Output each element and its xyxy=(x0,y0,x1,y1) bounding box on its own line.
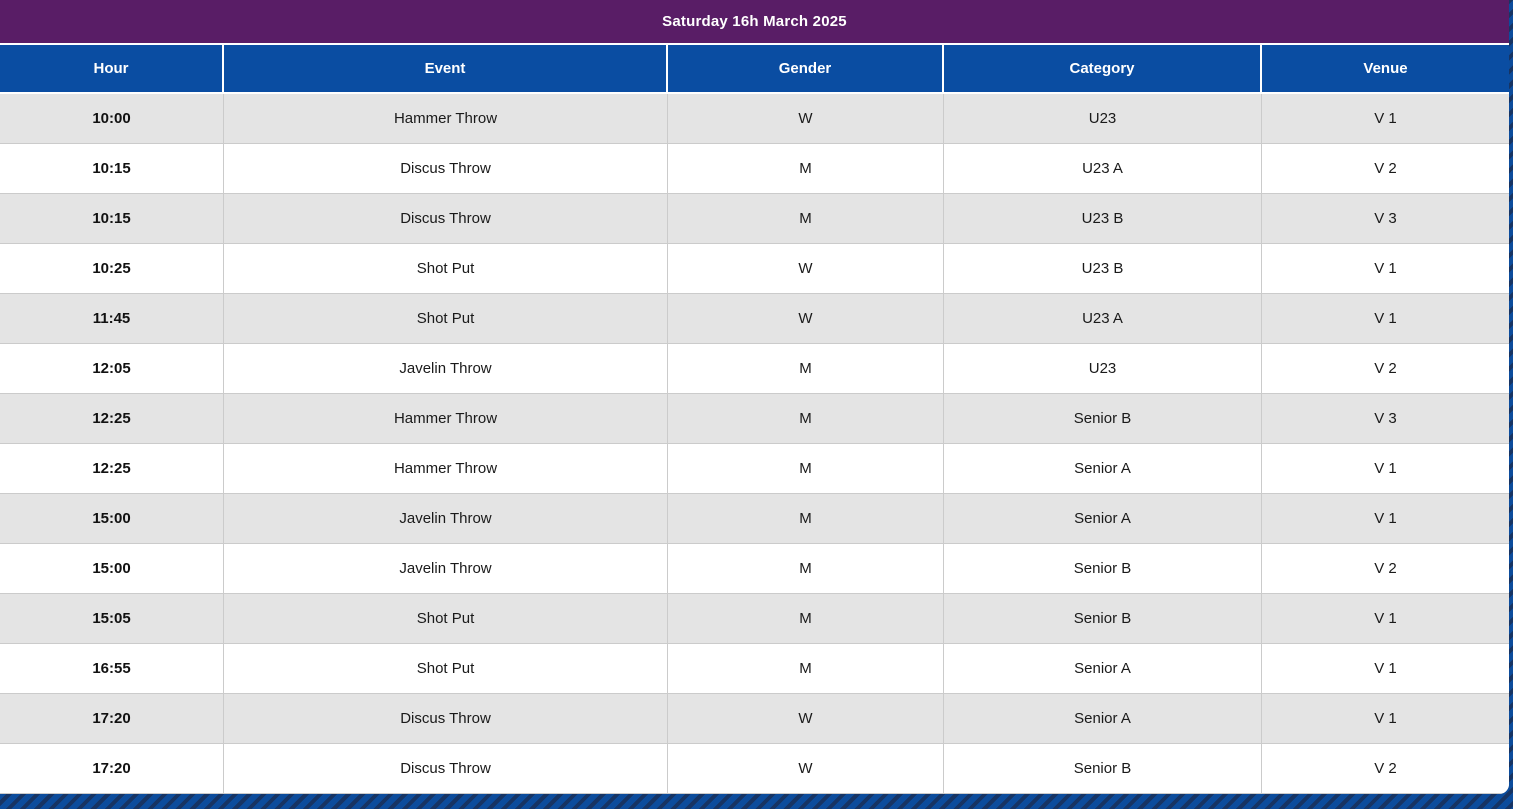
cell-hour: 10:15 xyxy=(0,194,224,244)
cell-category: Senior A xyxy=(944,444,1262,494)
cell-gender: M xyxy=(668,144,944,194)
cell-gender: M xyxy=(668,644,944,694)
cell-event: Shot Put xyxy=(224,294,668,344)
table-row: 10:25 Shot Put W U23 B V 1 xyxy=(0,244,1509,294)
table-row: 10:15 Discus Throw M U23 B V 3 xyxy=(0,194,1509,244)
schedule-title: Saturday 16h March 2025 xyxy=(662,13,847,30)
schedule-title-bar: Saturday 16h March 2025 xyxy=(0,0,1509,43)
cell-category: U23 xyxy=(944,94,1262,144)
cell-category: Senior B xyxy=(944,544,1262,594)
cell-hour: 15:00 xyxy=(0,494,224,544)
cell-gender: M xyxy=(668,494,944,544)
cell-gender: W xyxy=(668,744,944,794)
cell-venue: V 1 xyxy=(1262,594,1509,644)
table-row: 11:45 Shot Put W U23 A V 1 xyxy=(0,294,1509,344)
cell-category: U23 A xyxy=(944,144,1262,194)
table-row: 15:00 Javelin Throw M Senior B V 2 xyxy=(0,544,1509,594)
column-header-venue: Venue xyxy=(1262,43,1509,94)
cell-gender: W xyxy=(668,694,944,744)
cell-venue: V 2 xyxy=(1262,544,1509,594)
schedule-table: Hour Event Gender Category Venue 10:00 H… xyxy=(0,43,1509,794)
column-header-hour: Hour xyxy=(0,43,224,94)
cell-venue: V 1 xyxy=(1262,94,1509,144)
cell-gender: W xyxy=(668,244,944,294)
schedule-table-wrap: Hour Event Gender Category Venue 10:00 H… xyxy=(0,43,1509,794)
cell-event: Discus Throw xyxy=(224,744,668,794)
cell-event: Shot Put xyxy=(224,644,668,694)
cell-event: Shot Put xyxy=(224,594,668,644)
cell-hour: 12:05 xyxy=(0,344,224,394)
cell-event: Discus Throw xyxy=(224,144,668,194)
cell-event: Javelin Throw xyxy=(224,344,668,394)
cell-event: Hammer Throw xyxy=(224,94,668,144)
cell-event: Javelin Throw xyxy=(224,544,668,594)
cell-gender: W xyxy=(668,294,944,344)
cell-category: U23 B xyxy=(944,244,1262,294)
cell-hour: 10:00 xyxy=(0,94,224,144)
cell-gender: M xyxy=(668,594,944,644)
cell-venue: V 1 xyxy=(1262,294,1509,344)
cell-category: Senior B xyxy=(944,594,1262,644)
cell-category: Senior B xyxy=(944,394,1262,444)
table-row: 17:20 Discus Throw W Senior B V 2 xyxy=(0,744,1509,794)
cell-venue: V 1 xyxy=(1262,444,1509,494)
cell-hour: 15:00 xyxy=(0,544,224,594)
cell-gender: M xyxy=(668,544,944,594)
cell-category: Senior B xyxy=(944,744,1262,794)
cell-venue: V 2 xyxy=(1262,344,1509,394)
cell-event: Hammer Throw xyxy=(224,394,668,444)
cell-hour: 10:15 xyxy=(0,144,224,194)
table-row: 15:05 Shot Put M Senior B V 1 xyxy=(0,594,1509,644)
table-row: 12:25 Hammer Throw M Senior A V 1 xyxy=(0,444,1509,494)
cell-category: U23 B xyxy=(944,194,1262,244)
table-header-row: Hour Event Gender Category Venue xyxy=(0,43,1509,94)
column-header-category: Category xyxy=(944,43,1262,94)
cell-venue: V 1 xyxy=(1262,244,1509,294)
table-row: 12:25 Hammer Throw M Senior B V 3 xyxy=(0,394,1509,444)
cell-gender: M xyxy=(668,344,944,394)
schedule-page: Saturday 16h March 2025 Hour Event Gende… xyxy=(0,0,1509,794)
table-row: 10:15 Discus Throw M U23 A V 2 xyxy=(0,144,1509,194)
column-header-gender: Gender xyxy=(668,43,944,94)
table-row: 10:00 Hammer Throw W U23 V 1 xyxy=(0,94,1509,144)
table-row: 16:55 Shot Put M Senior A V 1 xyxy=(0,644,1509,694)
cell-venue: V 2 xyxy=(1262,144,1509,194)
cell-hour: 17:20 xyxy=(0,744,224,794)
table-row: 17:20 Discus Throw W Senior A V 1 xyxy=(0,694,1509,744)
cell-category: U23 xyxy=(944,344,1262,394)
cell-hour: 11:45 xyxy=(0,294,224,344)
cell-hour: 12:25 xyxy=(0,394,224,444)
cell-gender: W xyxy=(668,94,944,144)
cell-venue: V 1 xyxy=(1262,494,1509,544)
cell-category: Senior A xyxy=(944,494,1262,544)
cell-event: Discus Throw xyxy=(224,694,668,744)
cell-gender: M xyxy=(668,194,944,244)
cell-gender: M xyxy=(668,444,944,494)
cell-event: Shot Put xyxy=(224,244,668,294)
cell-hour: 10:25 xyxy=(0,244,224,294)
table-body: 10:00 Hammer Throw W U23 V 1 10:15 Discu… xyxy=(0,94,1509,794)
cell-hour: 15:05 xyxy=(0,594,224,644)
cell-venue: V 3 xyxy=(1262,394,1509,444)
cell-event: Javelin Throw xyxy=(224,494,668,544)
cell-event: Discus Throw xyxy=(224,194,668,244)
cell-venue: V 2 xyxy=(1262,744,1509,794)
cell-event: Hammer Throw xyxy=(224,444,668,494)
cell-category: U23 A xyxy=(944,294,1262,344)
cell-hour: 16:55 xyxy=(0,644,224,694)
cell-venue: V 1 xyxy=(1262,644,1509,694)
cell-venue: V 1 xyxy=(1262,694,1509,744)
column-header-event: Event xyxy=(224,43,668,94)
cell-hour: 12:25 xyxy=(0,444,224,494)
cell-category: Senior A xyxy=(944,694,1262,744)
cell-venue: V 3 xyxy=(1262,194,1509,244)
cell-gender: M xyxy=(668,394,944,444)
table-row: 12:05 Javelin Throw M U23 V 2 xyxy=(0,344,1509,394)
cell-category: Senior A xyxy=(944,644,1262,694)
cell-hour: 17:20 xyxy=(0,694,224,744)
table-row: 15:00 Javelin Throw M Senior A V 1 xyxy=(0,494,1509,544)
